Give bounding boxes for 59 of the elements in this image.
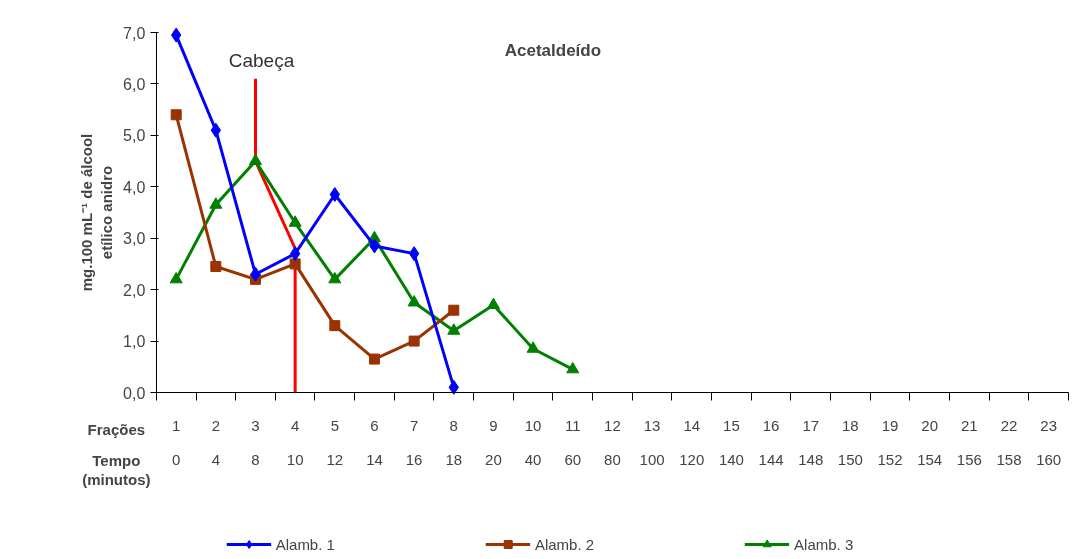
x-tick-label: 12 80 bbox=[604, 416, 621, 468]
point bbox=[408, 335, 420, 347]
point bbox=[289, 258, 301, 270]
y-tick-label: 2,0 bbox=[123, 281, 146, 299]
point bbox=[170, 109, 182, 121]
x-tick-label: 17 148 bbox=[798, 416, 824, 468]
point bbox=[447, 323, 461, 335]
y-tick-label: 5,0 bbox=[123, 127, 146, 145]
annotation: Cabeça bbox=[228, 49, 295, 71]
point bbox=[566, 361, 580, 374]
y-tick-label: 6,0 bbox=[123, 75, 146, 93]
x-tick-label: 18 150 bbox=[837, 416, 863, 468]
point bbox=[448, 304, 460, 316]
x-tick-label: 8 18 bbox=[445, 416, 463, 468]
x-tick-label: 21 156 bbox=[956, 416, 982, 468]
x-tick-label: 22 158 bbox=[996, 416, 1022, 468]
x-tick-label: 20 154 bbox=[917, 416, 943, 468]
x-tick-label: 4 10 bbox=[286, 416, 304, 468]
point bbox=[526, 341, 540, 353]
x-tick-label: 11 60 bbox=[564, 416, 582, 468]
x2-axis-title: Tempo (minutos) bbox=[82, 451, 151, 488]
x-tick-label: 23 160 bbox=[1036, 416, 1062, 468]
y-tick-label: 1,0 bbox=[123, 333, 146, 351]
y-axis-title: mg.100 mL⁻¹ de álcool etílico anidro bbox=[77, 133, 116, 292]
point bbox=[289, 246, 301, 262]
point bbox=[169, 271, 183, 284]
point bbox=[209, 197, 223, 209]
x-tick-label: 3 8 bbox=[251, 416, 260, 468]
point bbox=[408, 246, 420, 262]
point bbox=[210, 261, 222, 272]
point bbox=[248, 153, 262, 166]
point bbox=[328, 271, 342, 284]
x-tick-label: 6 14 bbox=[366, 416, 383, 468]
y-tick-label: 7,0 bbox=[123, 24, 146, 42]
x-tick-label: 15 140 bbox=[718, 416, 744, 468]
x-tick-label: 9 20 bbox=[485, 416, 502, 468]
x-tick-label: 14 120 bbox=[679, 416, 705, 468]
point bbox=[329, 320, 341, 332]
x-tick-label: 10 40 bbox=[524, 416, 542, 468]
point bbox=[486, 297, 500, 310]
x-tick-label: 5 12 bbox=[326, 416, 344, 468]
point bbox=[329, 187, 340, 202]
point bbox=[368, 353, 380, 365]
point bbox=[288, 215, 302, 227]
y-tick-label: 3,0 bbox=[123, 230, 146, 248]
x-tick-label: 13 100 bbox=[639, 416, 665, 468]
y-tick-label: 4,0 bbox=[123, 178, 146, 196]
x-tick-label: 1 0 bbox=[172, 416, 181, 468]
legend-label: Alamb. 2 bbox=[534, 535, 595, 553]
y-tick-label: 0,0 bbox=[123, 384, 146, 402]
x-tick-label: 16 144 bbox=[758, 416, 784, 468]
x-tick-label: 7 16 bbox=[405, 416, 423, 468]
x-axis-title: Frações bbox=[87, 421, 146, 438]
legend-label: Alamb. 1 bbox=[275, 535, 335, 553]
point bbox=[407, 295, 421, 307]
x-tick-label: 2 4 bbox=[211, 416, 221, 468]
legend-label: Alamb. 3 bbox=[794, 535, 854, 553]
x-tick-label: 19 152 bbox=[877, 416, 903, 468]
text: Acetaldeído bbox=[504, 40, 602, 60]
